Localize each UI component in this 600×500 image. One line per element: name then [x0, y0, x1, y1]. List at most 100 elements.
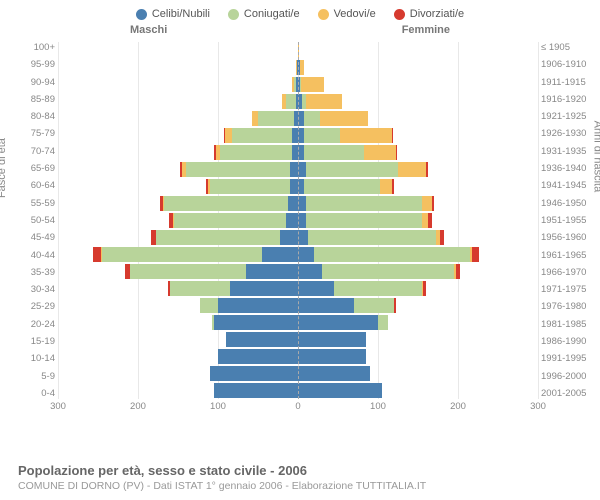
bar-segment-single — [298, 332, 366, 346]
bar-segment-married — [378, 315, 388, 329]
female-bar — [298, 332, 538, 346]
bar-segment-divorced — [392, 179, 394, 193]
bar-segment-single — [286, 213, 298, 227]
chart-title: Popolazione per età, sesso e stato civil… — [18, 463, 582, 478]
age-group-label: 25-29 — [15, 301, 55, 312]
bar-segment-single — [210, 366, 298, 380]
female-bar — [298, 145, 538, 159]
age-group-label: 40-44 — [15, 250, 55, 261]
center-line — [298, 42, 299, 399]
female-bar — [298, 349, 538, 363]
bar-segment-widowed — [340, 128, 392, 142]
male-bar — [58, 196, 298, 210]
male-bar — [58, 111, 298, 125]
bar-segment-married — [170, 281, 230, 295]
bar-segment-single — [288, 196, 298, 210]
bar-segment-widowed — [306, 94, 342, 108]
legend-label: Coniugati/e — [244, 8, 300, 20]
bar-segment-divorced — [432, 196, 434, 210]
female-bar — [298, 383, 538, 397]
female-bar — [298, 43, 538, 57]
x-tick-label: 100 — [370, 401, 386, 412]
bar-segment-widowed — [300, 60, 304, 74]
bar-segment-single — [298, 383, 382, 397]
legend: Celibi/NubiliConiugati/eVedovi/eDivorzia… — [0, 0, 600, 24]
male-bar — [58, 77, 298, 91]
birth-year-label: ≤ 1905 — [541, 42, 596, 53]
bar-segment-married — [210, 179, 290, 193]
birth-year-label: 1991-1995 — [541, 353, 596, 364]
age-group-label: 5-9 — [15, 371, 55, 382]
birth-year-label: 1981-1985 — [541, 319, 596, 330]
male-bar — [58, 281, 298, 295]
y-axis-age-groups: 100+95-9990-9485-8980-8475-7970-7465-696… — [15, 42, 55, 399]
bar-segment-married — [232, 128, 292, 142]
bar-segment-single — [298, 366, 370, 380]
bar-segment-divorced — [472, 247, 478, 261]
bar-segment-married — [130, 264, 246, 278]
x-tick-label: 200 — [130, 401, 146, 412]
female-bar — [298, 111, 538, 125]
bar-segment-married — [258, 111, 294, 125]
bar-segment-single — [214, 315, 298, 329]
birth-year-label: 1996-2000 — [541, 371, 596, 382]
birth-year-label: 1916-1920 — [541, 94, 596, 105]
x-axis: 3002001000100200300 — [58, 401, 538, 419]
bar-segment-widowed — [301, 77, 323, 91]
bar-segment-single — [298, 230, 308, 244]
bar-segment-widowed — [320, 111, 368, 125]
bar-segment-single — [246, 264, 298, 278]
male-bar — [58, 230, 298, 244]
female-bar — [298, 298, 538, 312]
bar-segment-married — [304, 145, 364, 159]
male-bar — [58, 179, 298, 193]
bar-segment-married — [156, 230, 280, 244]
birth-year-label: 1961-1965 — [541, 250, 596, 261]
female-bar — [298, 196, 538, 210]
male-bar — [58, 298, 298, 312]
age-group-label: 45-49 — [15, 232, 55, 243]
bar-segment-single — [214, 383, 298, 397]
male-bar — [58, 349, 298, 363]
bar-segment-divorced — [456, 264, 461, 278]
bar-segment-married — [314, 247, 470, 261]
age-group-label: 75-79 — [15, 128, 55, 139]
bar-segment-married — [304, 179, 380, 193]
age-group-label: 85-89 — [15, 94, 55, 105]
bar-segment-single — [230, 281, 298, 295]
female-bar — [298, 94, 538, 108]
chart-subtitle: COMUNE DI DORNO (PV) - Dati ISTAT 1° gen… — [18, 480, 582, 492]
age-group-label: 95-99 — [15, 59, 55, 70]
age-group-label: 100+ — [15, 42, 55, 53]
bar-segment-married — [304, 128, 340, 142]
bar-segment-married — [306, 196, 422, 210]
female-bar — [298, 128, 538, 142]
legend-swatch — [136, 9, 147, 20]
male-bar — [58, 94, 298, 108]
bar-segment-married — [334, 281, 422, 295]
birth-year-label: 1921-1925 — [541, 111, 596, 122]
female-bar — [298, 264, 538, 278]
bar-segment-single — [298, 349, 366, 363]
age-group-label: 55-59 — [15, 198, 55, 209]
birth-year-label: 1911-1915 — [541, 77, 596, 88]
bar-segment-divorced — [93, 247, 101, 261]
birth-year-label: 1936-1940 — [541, 163, 596, 174]
male-bar — [58, 383, 298, 397]
plot-area — [58, 42, 538, 399]
bar-segment-single — [290, 179, 298, 193]
female-bar — [298, 213, 538, 227]
female-bar — [298, 281, 538, 295]
birth-year-label: 1956-1960 — [541, 232, 596, 243]
bar-segment-divorced — [440, 230, 444, 244]
male-bar — [58, 264, 298, 278]
bar-segment-widowed — [398, 162, 426, 176]
female-bar — [298, 162, 538, 176]
bar-segment-divorced — [426, 162, 428, 176]
bar-segment-married — [306, 213, 422, 227]
bar-segment-married — [304, 111, 320, 125]
y-axis-birth-years: ≤ 19051906-19101911-19151916-19201921-19… — [541, 42, 596, 399]
legend-swatch — [318, 9, 329, 20]
bar-segment-married — [174, 213, 286, 227]
legend-label: Vedovi/e — [334, 8, 376, 20]
